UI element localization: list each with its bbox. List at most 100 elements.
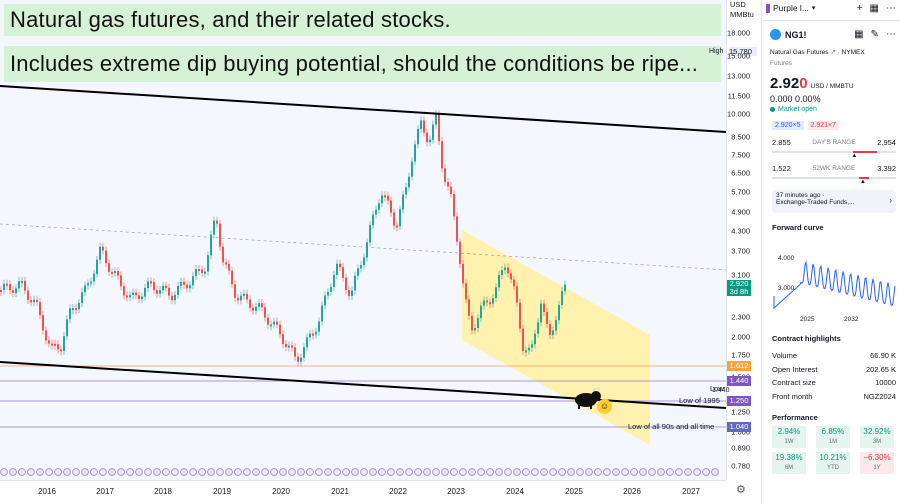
exchange-name: NYMEX (841, 49, 865, 56)
wk-low: 1.522 (772, 164, 791, 173)
low-value-label: 1.440 (712, 387, 730, 394)
price-tick: 1.250 (731, 407, 750, 417)
year-tick: 2025 (565, 487, 583, 496)
price-tick: 18.000 (727, 28, 750, 38)
year-tick: 2019 (213, 487, 231, 496)
price-tick: 0.890 (731, 443, 750, 453)
subheadline-banner: Includes extreme dip buying potential, s… (4, 46, 721, 82)
performance-tile[interactable]: 2.94% 1W (772, 426, 806, 448)
price-tick: 10.000 (727, 109, 750, 119)
market-status: Market open (778, 106, 817, 113)
curve-x1: 2025 (800, 316, 815, 323)
news-title: Exchange-Traded Funds,... (776, 199, 855, 206)
tag-1440: 1.440 (727, 376, 751, 386)
performance-value: 32.92% (863, 427, 891, 436)
high-label: High (709, 48, 724, 55)
performance-tile[interactable]: 32.92% 3M (860, 426, 894, 448)
chart-pane[interactable]: Natural gas futures, and their related s… (0, 0, 726, 480)
performance-value: 6.85% (821, 427, 845, 436)
face-icon: ☺ (597, 399, 612, 414)
watchlist-name[interactable]: Purple l... (773, 3, 809, 13)
performance-period: YTD (827, 465, 839, 471)
performance-period: 6M (784, 465, 794, 471)
news-item[interactable]: 37 minutes ago · Exchange-Traded Funds,.… (772, 190, 896, 213)
highlight-key: Open Interest (772, 364, 818, 374)
price-last-digit: 0 (799, 75, 808, 92)
price-tick: 4.900 (731, 207, 750, 217)
dashed-trendline[interactable] (0, 223, 726, 271)
highlight-key: Front month (772, 391, 813, 401)
price-tick: 3.100 (731, 270, 750, 280)
pencil-icon[interactable]: ✎ (870, 29, 879, 40)
upper-trendline[interactable] (0, 85, 726, 133)
chevron-down-icon[interactable]: ▾ (811, 5, 816, 12)
price-tick: 1.750 (731, 350, 750, 360)
more-icon[interactable]: ⋯ (886, 29, 896, 40)
year-tick: 2016 (38, 487, 56, 496)
year-tick: 2022 (389, 487, 407, 496)
grid-icon[interactable]: ▦ (869, 2, 879, 14)
events-row (0, 468, 719, 476)
tag-1040: 1.040 (727, 422, 751, 432)
highlight-key: Volume (772, 351, 798, 361)
more-icon[interactable]: ⋯ (886, 2, 896, 14)
time-axis[interactable]: 2016 2017 2018 2019 2020 2021 2022 2023 2024 2025… (0, 480, 726, 504)
low-annotation: Low (710, 384, 724, 393)
highlight-value: 66.90 K (870, 351, 896, 361)
performance-tile[interactable]: −6.30% 1Y (860, 452, 894, 474)
day-range-label: DAY'S RANGE (812, 139, 856, 146)
last-price-countdown: 3d 8h (729, 287, 749, 296)
price-tick: 1.000 (731, 427, 750, 437)
price-chart[interactable] (0, 0, 726, 480)
performance-period: 3M (872, 439, 882, 445)
highlight-row: Volume 66.90 K (772, 349, 896, 363)
price-unit: USD / MMBTU (810, 83, 854, 90)
day-range-marker-icon: ▲ (851, 153, 858, 159)
high-value: 15.780 (729, 47, 757, 56)
headline-banner: Natural gas futures, and their related s… (4, 4, 721, 36)
highlight-value: NGZ2024 (863, 391, 896, 401)
curve-y-high: 4.000 (778, 255, 795, 262)
forward-curve-chart[interactable]: 4.000 3.000 2025 2032 (772, 236, 898, 326)
day-low: 2.855 (772, 138, 791, 147)
performance-tile[interactable]: 19.38% 6M (772, 452, 806, 474)
year-tick: 2021 (331, 487, 349, 496)
highlights-title: Contract highlights (772, 334, 841, 343)
tag-1250: 1.250 (727, 396, 751, 406)
performance-value: 19.38% (775, 453, 803, 462)
candlestick-series (0, 110, 566, 366)
performance-tile[interactable]: 6.85% 1M (816, 426, 850, 448)
price-tick: 8.500 (731, 132, 750, 142)
flag-icon (766, 3, 770, 13)
last-price-tag[interactable]: 2.920 3d 8h (727, 280, 751, 296)
news-time: 37 minutes ago · (776, 192, 825, 199)
price-tick: 2.000 (731, 332, 750, 342)
price-main: 2.92 (770, 75, 800, 92)
price-tick: 2.300 (731, 312, 750, 322)
day-range-bar (772, 151, 896, 153)
bid-badge[interactable]: 2.920×5 (772, 121, 804, 130)
axis-currency: USD (730, 0, 746, 9)
year-tick: 2018 (154, 487, 172, 496)
performance-tile[interactable]: 10.21% YTD (816, 452, 850, 474)
grid-icon[interactable]: ▦ (854, 29, 864, 40)
wk-range-label: 52WK RANGE (812, 165, 856, 172)
change-value: 0.000 (770, 94, 793, 104)
year-tick: 2026 (623, 487, 641, 496)
price-tick: 11.500 (727, 91, 750, 101)
symbol-ticker[interactable]: NG1! (785, 29, 807, 40)
ask-badge[interactable]: 2.921×7 (807, 121, 839, 130)
highlight-value: 10000 (875, 378, 896, 388)
price-axis[interactable]: USD MMBtu High 15.780 18.000 15.000 13.000… (709, 0, 760, 480)
year-tick: 2024 (506, 487, 524, 496)
forward-curve-title: Forward curve (772, 223, 824, 232)
performance-title: Performance (772, 413, 818, 422)
performance-period: 1M (828, 439, 838, 445)
highlight-value: 202.65 K (865, 364, 896, 374)
last-price-value: 2.920 (729, 279, 749, 288)
low-90s-annotation: Low of all 90s and all time (628, 422, 715, 431)
descending-channel[interactable] (462, 230, 650, 445)
gear-icon[interactable]: ⚙ (736, 484, 746, 496)
year-tick: 2017 (96, 487, 114, 496)
plus-icon[interactable]: + (856, 2, 863, 14)
